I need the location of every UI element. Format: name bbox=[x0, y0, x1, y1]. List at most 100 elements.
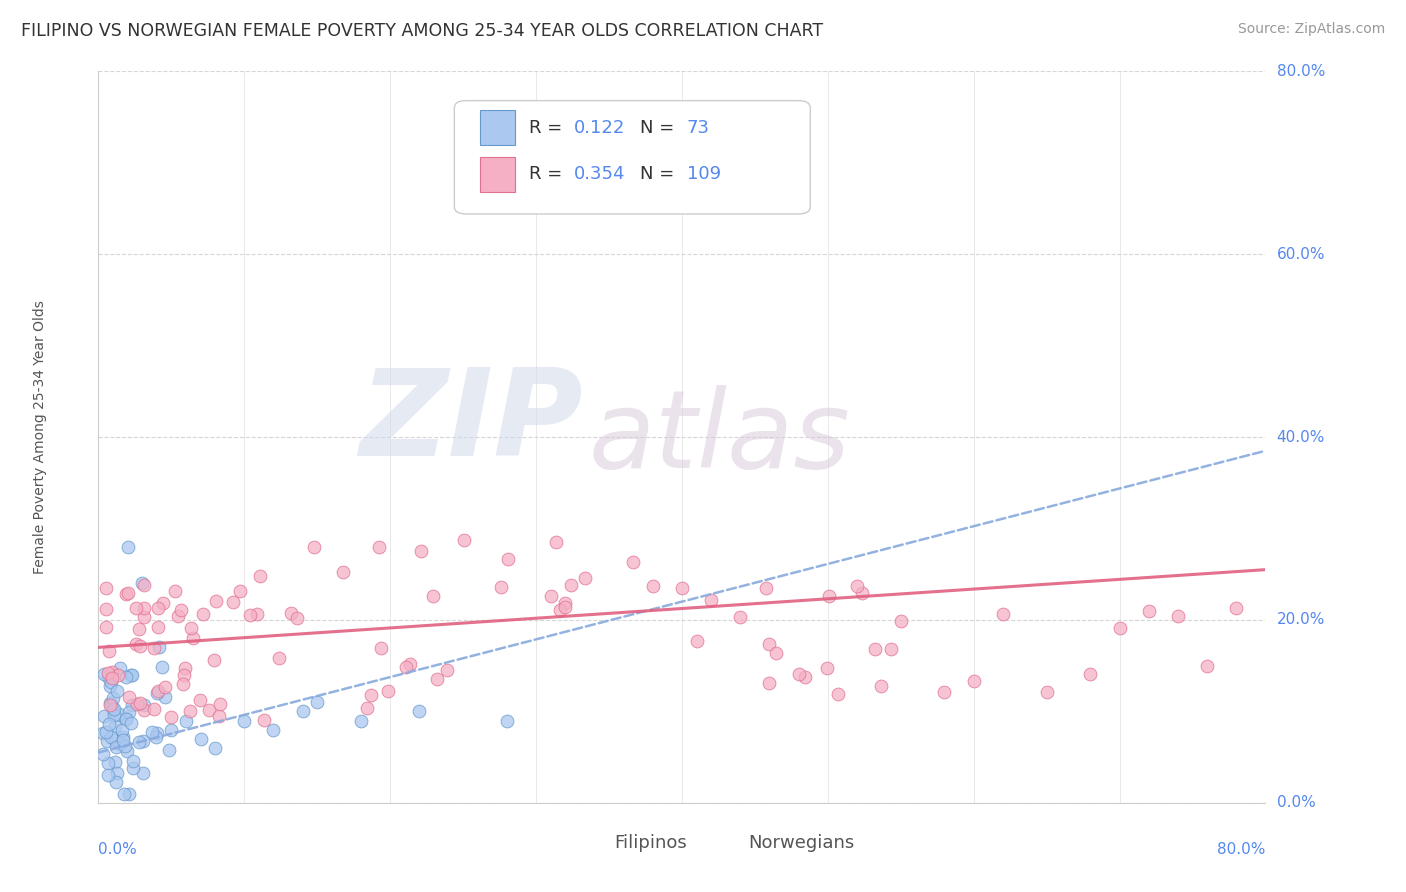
Point bbox=[291, 705, 314, 719]
Text: 0.122: 0.122 bbox=[574, 119, 624, 136]
FancyBboxPatch shape bbox=[582, 833, 609, 855]
Point bbox=[110, 736, 132, 750]
Text: 80.0%: 80.0% bbox=[1218, 842, 1265, 856]
Point bbox=[233, 714, 256, 728]
Point bbox=[880, 642, 903, 657]
Point bbox=[146, 600, 169, 615]
Point bbox=[411, 544, 433, 558]
Point bbox=[350, 714, 373, 728]
Point bbox=[204, 653, 226, 667]
Point bbox=[141, 724, 163, 739]
Point bbox=[159, 710, 181, 724]
Point bbox=[730, 609, 752, 624]
Point bbox=[134, 703, 156, 717]
Point bbox=[1108, 621, 1130, 635]
FancyBboxPatch shape bbox=[454, 101, 810, 214]
Point bbox=[239, 607, 262, 622]
Point bbox=[399, 657, 422, 672]
Point bbox=[153, 680, 176, 694]
Point bbox=[198, 703, 221, 717]
Text: R =: R = bbox=[529, 165, 568, 184]
Point bbox=[554, 599, 576, 614]
Point bbox=[1225, 601, 1247, 615]
Point bbox=[208, 709, 231, 723]
Point bbox=[127, 697, 149, 711]
Point bbox=[94, 581, 117, 595]
Point bbox=[152, 596, 174, 610]
Point bbox=[110, 660, 132, 674]
Point bbox=[96, 733, 118, 747]
Point bbox=[794, 670, 817, 684]
Point bbox=[94, 602, 117, 616]
Point bbox=[332, 565, 354, 579]
Point bbox=[755, 582, 778, 596]
Point bbox=[91, 726, 114, 740]
Point bbox=[110, 737, 132, 751]
Text: 0.0%: 0.0% bbox=[1277, 796, 1315, 810]
Text: FILIPINO VS NORWEGIAN FEMALE POVERTY AMONG 25-34 YEAR OLDS CORRELATION CHART: FILIPINO VS NORWEGIAN FEMALE POVERTY AMO… bbox=[21, 22, 824, 40]
Point bbox=[97, 670, 120, 684]
Point bbox=[148, 640, 170, 654]
Point bbox=[104, 719, 127, 733]
Point bbox=[145, 730, 167, 744]
Point bbox=[132, 733, 155, 747]
Point bbox=[97, 644, 120, 658]
Point bbox=[395, 660, 418, 674]
Point bbox=[97, 665, 120, 680]
Point bbox=[146, 686, 169, 700]
Point bbox=[103, 733, 125, 747]
Text: R =: R = bbox=[529, 119, 568, 136]
Point bbox=[121, 698, 143, 712]
Point bbox=[554, 596, 576, 610]
Point bbox=[115, 587, 138, 601]
Point bbox=[101, 698, 124, 713]
Point bbox=[97, 768, 120, 782]
Point bbox=[115, 710, 138, 724]
FancyBboxPatch shape bbox=[479, 111, 515, 145]
Point bbox=[574, 571, 596, 585]
Point bbox=[165, 583, 187, 598]
Point bbox=[134, 600, 156, 615]
Point bbox=[166, 609, 188, 624]
Point bbox=[280, 607, 302, 621]
Point bbox=[101, 703, 124, 717]
Point bbox=[1167, 608, 1189, 623]
Point bbox=[304, 540, 326, 554]
Point bbox=[249, 569, 271, 583]
Text: Source: ZipAtlas.com: Source: ZipAtlas.com bbox=[1237, 22, 1385, 37]
Point bbox=[540, 589, 562, 603]
Point bbox=[174, 661, 197, 675]
Point bbox=[180, 621, 202, 635]
Point bbox=[377, 683, 399, 698]
Text: 80.0%: 80.0% bbox=[1277, 64, 1324, 78]
Point bbox=[934, 685, 956, 699]
Point bbox=[114, 712, 136, 726]
Point bbox=[453, 533, 475, 547]
Point bbox=[128, 735, 150, 749]
Point bbox=[360, 688, 382, 702]
Point bbox=[370, 640, 392, 655]
Point bbox=[205, 594, 228, 608]
Point bbox=[122, 761, 145, 775]
Point bbox=[128, 696, 150, 710]
Point bbox=[671, 581, 693, 595]
Point bbox=[143, 641, 166, 656]
Point bbox=[118, 787, 141, 801]
FancyBboxPatch shape bbox=[717, 833, 742, 855]
Point bbox=[117, 586, 139, 600]
Point bbox=[93, 709, 115, 723]
Point bbox=[436, 663, 458, 677]
Point bbox=[252, 713, 274, 727]
Point bbox=[105, 739, 128, 754]
Point bbox=[496, 714, 519, 728]
Text: N =: N = bbox=[640, 165, 681, 184]
Text: 0.354: 0.354 bbox=[574, 165, 624, 184]
Point bbox=[91, 747, 114, 762]
Text: Filipinos: Filipinos bbox=[614, 834, 688, 852]
Point bbox=[827, 687, 849, 701]
Point bbox=[97, 756, 120, 771]
Point bbox=[115, 744, 138, 758]
Point bbox=[98, 698, 121, 712]
Point bbox=[269, 651, 291, 665]
Point bbox=[121, 667, 143, 681]
